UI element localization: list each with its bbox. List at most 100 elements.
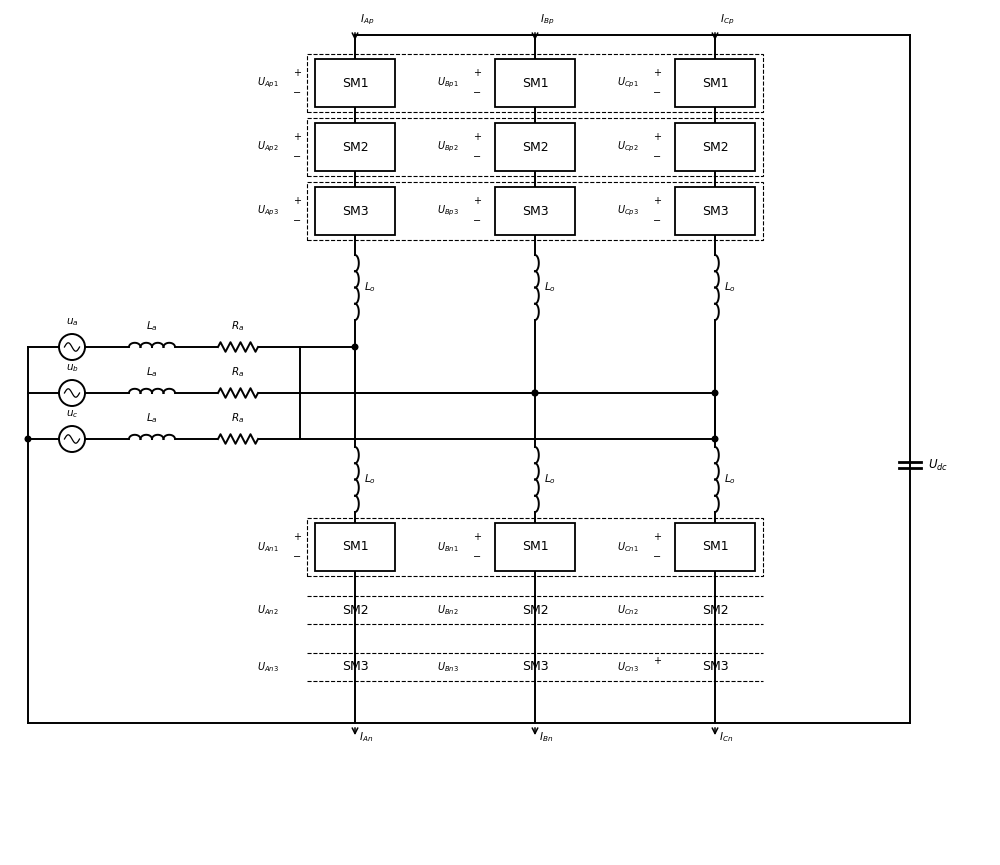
Bar [315,123,395,171]
Text: $I_{Cp}$: $I_{Cp}$ [720,13,734,27]
Text: $L_o$: $L_o$ [724,472,736,486]
Text: $L_o$: $L_o$ [364,280,376,294]
Text: SM1: SM1 [702,541,728,554]
Bar [315,59,395,107]
Text: +: + [653,656,661,666]
Bar [307,518,763,576]
Text: SM2: SM2 [522,604,548,617]
Text: $U_{Ap2}$: $U_{Ap2}$ [257,140,279,154]
Text: +: + [293,196,301,206]
Text: $R_a$: $R_a$ [231,411,245,425]
Text: +: + [473,132,481,142]
Text: −: − [653,216,661,226]
Text: −: − [653,88,661,98]
Text: $U_{dc}$: $U_{dc}$ [928,458,948,472]
Text: $U_{Bn2}$: $U_{Bn2}$ [437,603,459,617]
Bar [675,523,755,571]
Bar [495,123,575,171]
Text: SM2: SM2 [522,140,548,153]
Text: $U_{An3}$: $U_{An3}$ [257,660,279,674]
Text: $u_c$: $u_c$ [66,408,78,420]
Text: $L_o$: $L_o$ [724,280,736,294]
Text: SM3: SM3 [522,661,548,674]
Text: $U_{Cp3}$: $U_{Cp3}$ [617,204,639,218]
Circle shape [25,436,31,442]
Text: $U_{Bp2}$: $U_{Bp2}$ [437,140,459,154]
Text: +: + [653,532,661,542]
Bar [495,59,575,107]
Text: SM3: SM3 [702,204,728,217]
Text: SM3: SM3 [342,661,368,674]
Text: +: + [293,68,301,78]
Text: $U_{Bn3}$: $U_{Bn3}$ [437,660,459,674]
Text: $L_a$: $L_a$ [146,319,158,333]
Text: −: − [473,216,481,226]
Text: $L_o$: $L_o$ [544,280,556,294]
Text: SM2: SM2 [702,140,728,153]
Text: $I_{An}$: $I_{An}$ [359,730,373,744]
Text: SM3: SM3 [702,661,728,674]
Text: $L_o$: $L_o$ [364,472,376,486]
Text: $U_{Bp3}$: $U_{Bp3}$ [437,204,459,218]
Text: $I_{Bn}$: $I_{Bn}$ [539,730,553,744]
Text: SM3: SM3 [342,204,368,217]
Text: SM1: SM1 [522,541,548,554]
Text: $U_{Bn1}$: $U_{Bn1}$ [437,540,459,554]
Text: −: − [653,552,661,562]
Text: $U_{Bp1}$: $U_{Bp1}$ [437,76,459,90]
Text: $u_a$: $u_a$ [66,317,78,328]
Text: $I_{Bp}$: $I_{Bp}$ [540,13,554,27]
Text: $U_{Cn2}$: $U_{Cn2}$ [617,603,639,617]
Text: SM1: SM1 [342,76,368,89]
Bar [307,54,763,112]
Circle shape [712,436,718,442]
Text: +: + [473,532,481,542]
Text: $L_a$: $L_a$ [146,411,158,425]
Text: −: − [293,152,301,162]
Bar [675,123,755,171]
Bar [495,187,575,235]
Text: $L_o$: $L_o$ [544,472,556,486]
Text: $U_{Cp1}$: $U_{Cp1}$ [617,76,639,90]
Text: −: − [473,88,481,98]
Text: +: + [473,196,481,206]
Text: +: + [653,196,661,206]
Text: SM2: SM2 [342,140,368,153]
Bar [307,182,763,240]
Text: $U_{Ap3}$: $U_{Ap3}$ [257,204,279,218]
Text: −: − [293,216,301,226]
Text: −: − [293,88,301,98]
Text: $U_{Cn1}$: $U_{Cn1}$ [617,540,639,554]
Circle shape [352,344,358,349]
Text: $L_a$: $L_a$ [146,365,158,379]
Bar [315,523,395,571]
Circle shape [712,390,718,396]
Text: $I_{Cn}$: $I_{Cn}$ [719,730,733,744]
Text: +: + [653,132,661,142]
Text: $U_{Cp2}$: $U_{Cp2}$ [617,140,639,154]
Text: +: + [293,132,301,142]
Text: $U_{An1}$: $U_{An1}$ [257,540,279,554]
Text: $U_{Cn3}$: $U_{Cn3}$ [617,660,639,674]
Text: SM2: SM2 [702,604,728,617]
Text: SM3: SM3 [522,204,548,217]
Circle shape [532,390,538,396]
Text: $R_a$: $R_a$ [231,365,245,379]
Text: −: − [653,152,661,162]
Text: SM2: SM2 [342,604,368,617]
Text: $U_{An2}$: $U_{An2}$ [257,603,279,617]
Text: SM1: SM1 [702,76,728,89]
Text: SM1: SM1 [342,541,368,554]
Text: +: + [473,68,481,78]
Text: $U_{Ap1}$: $U_{Ap1}$ [257,76,279,90]
Text: −: − [293,552,301,562]
Text: −: − [473,152,481,162]
Bar [675,187,755,235]
Circle shape [532,390,538,396]
Text: $I_{Ap}$: $I_{Ap}$ [360,13,374,27]
Bar [315,187,395,235]
Bar [675,59,755,107]
Text: $u_b$: $u_b$ [66,362,78,374]
Text: −: − [473,552,481,562]
Text: +: + [653,68,661,78]
